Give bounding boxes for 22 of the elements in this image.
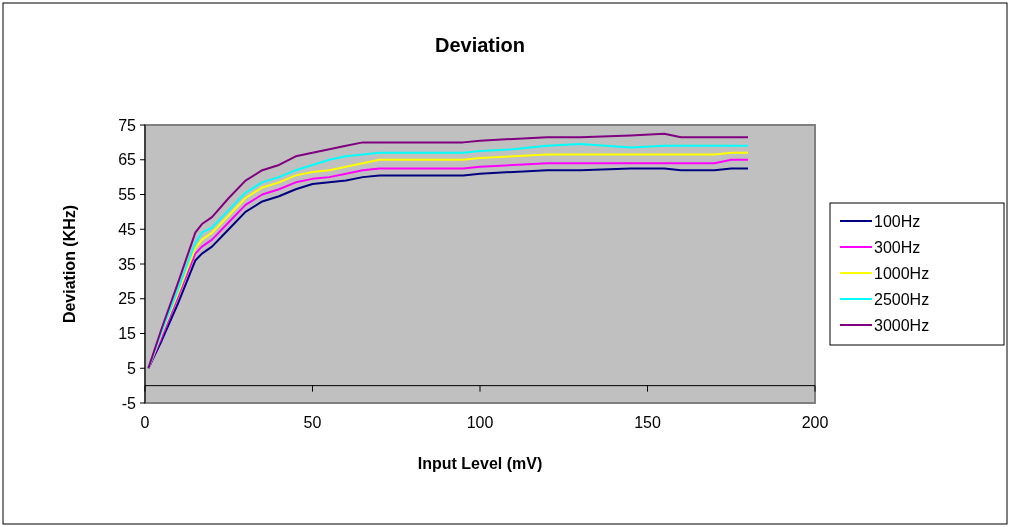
legend-label: 100Hz <box>874 212 921 230</box>
legend-label: 2500Hz <box>874 290 930 308</box>
y-tick-label: 5 <box>127 359 137 377</box>
x-tick-label: 150 <box>634 414 661 431</box>
legend-label: 300Hz <box>874 238 921 256</box>
y-tick-label: 75 <box>118 116 137 134</box>
legend-label: 1000Hz <box>874 264 930 282</box>
y-axis-title: Deviation (KHz) <box>61 204 78 324</box>
y-tick-label: 45 <box>118 220 137 238</box>
x-tick-label: 50 <box>303 414 322 431</box>
y-tick-label: 35 <box>118 255 137 273</box>
y-tick-label: 15 <box>118 325 137 343</box>
y-tick-label: 25 <box>118 290 137 308</box>
y-tick-label: 65 <box>118 151 137 169</box>
x-tick-label: 0 <box>140 414 150 431</box>
x-tick-label: 200 <box>801 414 829 431</box>
x-tick-label: 100 <box>466 414 494 431</box>
x-axis-title: Input Level (mV) <box>417 455 543 472</box>
y-tick-label: -5 <box>121 394 137 412</box>
y-tick-label: 55 <box>118 186 137 204</box>
legend-label: 3000Hz <box>874 316 930 334</box>
chart-title: Deviation <box>434 34 526 56</box>
